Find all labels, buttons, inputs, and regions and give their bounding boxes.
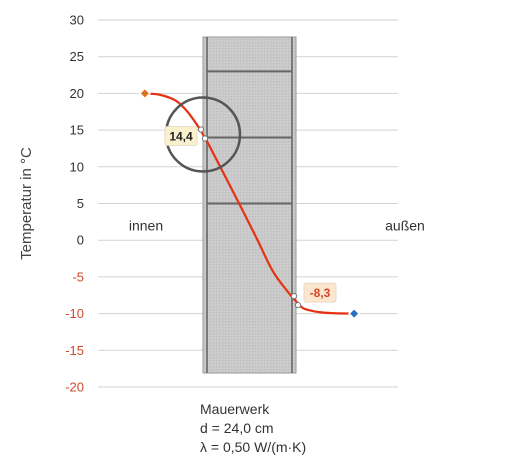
temperature-curve	[143, 92, 356, 315]
annotation-label: -8,3	[310, 286, 331, 300]
callouts: 14,4 -8,3	[164, 96, 337, 309]
y-tick-label: 25	[70, 49, 84, 64]
surface-point-marker	[290, 293, 298, 300]
annotation-box	[164, 126, 198, 146]
temperature-line	[138, 87, 361, 320]
y-tick-label: 20	[70, 86, 84, 101]
surface-point-marker	[294, 302, 302, 309]
outside-temperature-marker	[348, 307, 361, 320]
labels: 30 25 20 15 10 5 0 -5 -10 -15 -20 Temperatur in °C i…	[18, 13, 425, 395]
wall-section	[202, 36, 297, 374]
y-tick-label: -20	[65, 380, 84, 395]
y-tick-label: -15	[65, 343, 84, 358]
y-tick-label: 10	[70, 159, 84, 174]
inside-temperature-marker	[138, 87, 151, 100]
wall-thickness: d = 24,0 cm	[200, 420, 274, 436]
y-tick-label: -10	[65, 306, 84, 321]
annotation-box	[303, 282, 337, 303]
wall-caption: Mauerwerk d = 24,0 cm λ = 0,50 W/(m·K)	[200, 400, 306, 457]
wall-label: Mauerwerk	[200, 401, 270, 417]
surface-point-marker	[197, 126, 205, 133]
y-tick-label: 15	[70, 123, 84, 138]
y-axis-label: Temperatur in °C	[18, 147, 35, 260]
y-tick-label: 30	[70, 13, 84, 28]
y-tick-label: -5	[72, 269, 84, 284]
region-outside-label: außen	[385, 218, 425, 234]
surface-point-marker	[201, 135, 209, 142]
region-inside-label: innen	[129, 218, 163, 234]
annotation-label: 14,4	[169, 130, 193, 144]
wall-fill	[202, 36, 297, 374]
y-tick-label: 5	[77, 196, 84, 211]
y-tick-label: 0	[77, 233, 84, 248]
wall-conductivity: λ = 0,50 W/(m·K)	[200, 439, 307, 455]
